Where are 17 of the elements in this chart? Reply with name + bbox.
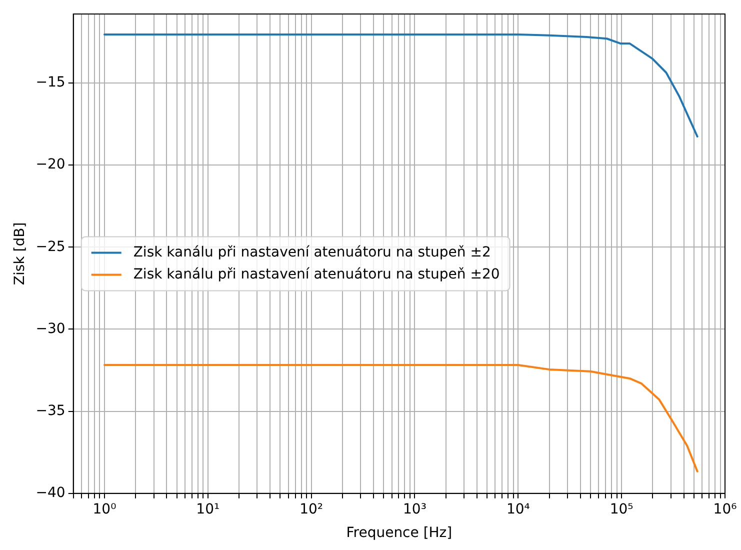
y-tick-label: −35 <box>36 402 66 419</box>
x-tick-label: 10¹ <box>196 501 220 518</box>
x-tick-label: 10² <box>300 501 324 518</box>
legend-label: Zisk kanálu při nastavení atenuátoru na stupeň ±20 <box>133 266 500 282</box>
y-tick-label: −25 <box>36 238 66 255</box>
y-tick-label: −40 <box>36 485 66 502</box>
x-tick-label: 10⁴ <box>506 501 530 518</box>
x-tick-label: 10³ <box>403 501 426 518</box>
x-axis-title: Frequence [Hz] <box>346 525 452 542</box>
y-tick-label: −30 <box>36 320 66 337</box>
y-axis-title: Zisk [dB] <box>12 222 28 286</box>
x-tick-label: 10⁶ <box>713 501 738 518</box>
y-tick-label: −15 <box>36 74 66 91</box>
legend-label: Zisk kanálu při nastavení atenuátoru na stupeň ±2 <box>133 244 491 260</box>
x-tick-label: 10⁵ <box>610 501 634 518</box>
y-tick-label: −20 <box>36 156 66 173</box>
x-tick-label: 10⁰ <box>92 501 117 518</box>
